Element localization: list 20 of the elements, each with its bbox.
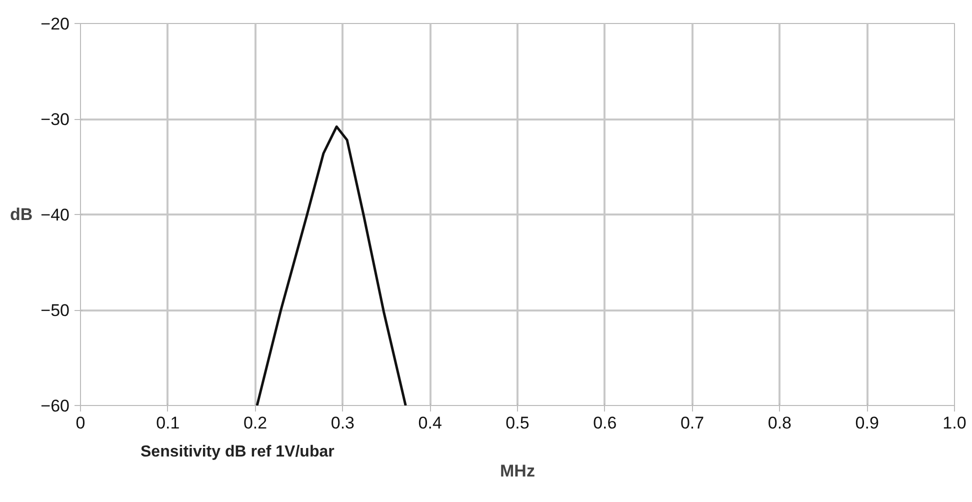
line-series xyxy=(256,125,407,406)
x-tick-label: 0.8 xyxy=(768,414,792,432)
x-tick-label: 0.2 xyxy=(243,414,268,432)
x-tick-label: 0.3 xyxy=(330,414,355,432)
x-axis-title: MHz xyxy=(500,462,535,480)
y-tick-label: −60 xyxy=(40,396,70,416)
x-tick-label: 0.5 xyxy=(506,414,530,432)
y-tick-label: −30 xyxy=(40,110,70,129)
y-tick-label: −40 xyxy=(40,206,70,224)
x-tick-label: 0.4 xyxy=(418,414,442,432)
x-tick-label: 0 xyxy=(76,414,86,432)
y-tick-label: −50 xyxy=(40,301,70,320)
x-tick-label: 0.9 xyxy=(855,414,879,432)
y-axis-title: dB xyxy=(10,205,33,224)
text: Sensitivity dB ref 1V/ubar xyxy=(140,444,334,460)
x-tick-label: 1.0 xyxy=(942,414,966,432)
x-tick-label: 0.1 xyxy=(156,414,180,432)
y-tick-label: −20 xyxy=(40,14,70,34)
x-tick-label: 0.7 xyxy=(680,414,704,432)
x-tick-label: 0.6 xyxy=(593,414,617,432)
